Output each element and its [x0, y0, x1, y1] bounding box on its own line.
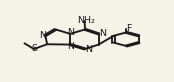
Text: N: N: [99, 29, 106, 38]
Text: N: N: [67, 42, 74, 51]
Text: F: F: [126, 24, 131, 33]
Text: N: N: [85, 45, 92, 54]
Text: S: S: [31, 44, 37, 53]
Text: NH₂: NH₂: [77, 16, 95, 25]
Text: N: N: [67, 28, 74, 37]
Text: N: N: [39, 31, 46, 40]
